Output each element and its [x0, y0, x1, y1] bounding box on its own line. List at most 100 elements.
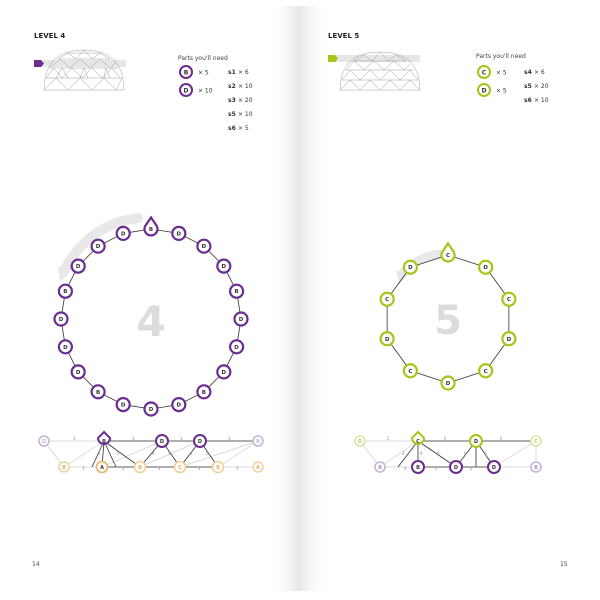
- assembly-direction-arrow: [397, 249, 445, 279]
- svg-text:1: 1: [98, 451, 101, 456]
- ring-hub-label: C: [507, 297, 511, 303]
- ring-hub-label: D: [63, 345, 68, 351]
- svg-text:6: 6: [437, 451, 440, 456]
- strip-hub: [487, 460, 501, 474]
- svg-text:5: 5: [500, 436, 503, 441]
- svg-text:D: D: [474, 439, 478, 445]
- ring-hub-label: D: [446, 381, 451, 387]
- ring-hub-label: B: [234, 289, 238, 295]
- dome-illustration: [328, 51, 421, 91]
- svg-text:6: 6: [464, 451, 467, 456]
- ring-hub-label: D: [483, 265, 488, 271]
- ring-hub-label: D: [385, 337, 390, 343]
- ring-hub: [478, 363, 494, 379]
- svg-text:C: C: [178, 465, 182, 471]
- ring-hub-label: D: [202, 244, 207, 250]
- strut-qty: × 10: [238, 111, 253, 118]
- svg-text:5: 5: [117, 451, 120, 456]
- ring-hub-label: D: [96, 244, 101, 250]
- assembly-arrow-head: [396, 270, 408, 284]
- hub-letter: B: [184, 69, 189, 76]
- ring-hub: [70, 258, 86, 274]
- ring-hub-label: B: [96, 390, 100, 396]
- page-number: 14: [32, 561, 40, 568]
- svg-text:6: 6: [420, 451, 423, 456]
- strut-id: s5: [228, 111, 236, 118]
- ring-hub: [143, 401, 159, 417]
- ring-big-number: 5: [434, 298, 462, 344]
- assembly-direction-arrow: [59, 213, 143, 277]
- ring-hub: [228, 339, 245, 355]
- hub-item-d: D × 10: [179, 83, 213, 97]
- ring-hub-label: D: [76, 370, 81, 376]
- ring-hub: [402, 259, 418, 275]
- strip-hub: [354, 435, 366, 447]
- svg-text:D: D: [42, 439, 46, 445]
- strip-hub: [469, 434, 483, 448]
- hub-qty: × 10: [198, 87, 213, 94]
- svg-text:2: 2: [158, 466, 161, 471]
- dome-illustration: [34, 49, 126, 91]
- ring-hub-label: D: [222, 370, 227, 376]
- ring-hub: [196, 238, 212, 254]
- ring-hub: [501, 331, 517, 347]
- ring-hub-label: C: [408, 369, 412, 375]
- svg-text:5: 5: [470, 466, 473, 471]
- ring-hub-label: D: [177, 403, 182, 409]
- strut-list: s4 × 6 s5 × 20 s6 × 10: [524, 69, 549, 104]
- hub-b-icon: [179, 65, 193, 79]
- hub-letter: C: [482, 69, 487, 76]
- ring-hub: [216, 364, 232, 380]
- strip-hub: [133, 460, 147, 474]
- ring-start-hub: [143, 215, 159, 237]
- hub-item-d: D × 5: [477, 83, 507, 97]
- ring-hub: [115, 396, 131, 413]
- ring-hub: [440, 375, 456, 391]
- svg-text:C: C: [534, 439, 538, 445]
- right-page: [300, 6, 586, 591]
- strut-list: s1 × 6 s2 × 10 s3 × 20 s5 × 10 s6 × 5: [228, 69, 253, 132]
- svg-text:4: 4: [404, 466, 407, 471]
- strip-hub: [530, 461, 542, 473]
- ring-hub-label: D: [408, 265, 413, 271]
- ring-hub-label: D: [507, 337, 512, 343]
- level-title: LEVEL 4: [34, 32, 65, 40]
- strut-id: s3: [228, 97, 236, 104]
- strut-qty: × 6: [534, 69, 545, 76]
- strip-hub: [410, 430, 426, 445]
- ring-hub: [228, 283, 245, 299]
- strip-hub: [173, 460, 187, 474]
- left-page: [14, 6, 300, 591]
- ring-hub-label: B: [63, 289, 67, 295]
- ring-hub-label: D: [76, 264, 81, 270]
- ring-hub: [171, 396, 187, 413]
- ring-hub-label: D: [149, 407, 154, 413]
- ring-hub: [57, 339, 74, 355]
- ring-hub-label: D: [121, 403, 126, 409]
- strip-hub: [155, 434, 169, 448]
- ring-hub-label: D: [222, 264, 227, 270]
- svg-text:D: D: [358, 439, 362, 445]
- ring-hub-label: D: [234, 345, 239, 351]
- strip-hub: [252, 435, 264, 447]
- ring-hub: [216, 258, 232, 274]
- strut-qty: × 20: [534, 83, 549, 90]
- ring-nodes: C D C D C D C D C D: [379, 241, 517, 391]
- svg-text:4: 4: [190, 451, 193, 456]
- svg-text:5: 5: [168, 451, 171, 456]
- strut-id: s2: [228, 83, 236, 90]
- svg-text:D: D: [454, 465, 458, 471]
- ring-hub-label: C: [385, 297, 389, 303]
- ring-hub: [501, 291, 517, 307]
- svg-text:3: 3: [228, 436, 231, 441]
- ring-diagram-level-5: 5 C D C D C D C D C D: [379, 241, 517, 391]
- hub-item-c: C × 5: [477, 65, 507, 79]
- strip-hub: [58, 461, 70, 473]
- svg-text:B: B: [378, 465, 382, 471]
- svg-text:B: B: [62, 465, 66, 471]
- svg-text:5: 5: [444, 436, 447, 441]
- strip-hub: [193, 434, 207, 448]
- ring-hub: [196, 384, 212, 400]
- svg-text:3: 3: [236, 466, 239, 471]
- strip-hub: [411, 460, 425, 474]
